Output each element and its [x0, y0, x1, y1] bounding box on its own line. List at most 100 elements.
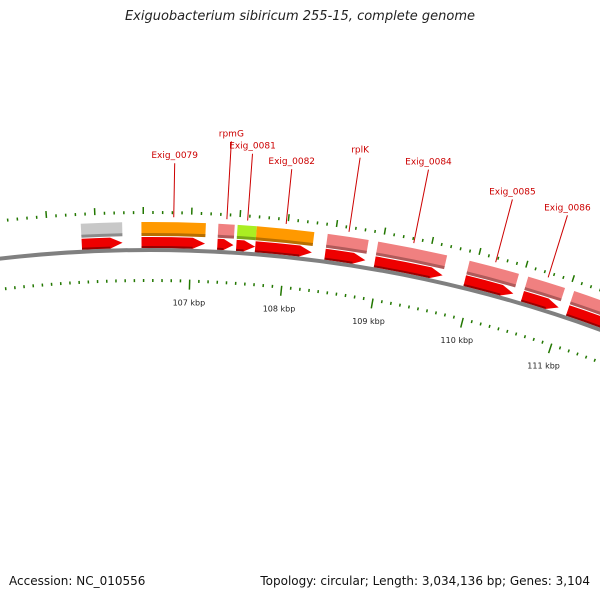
inner-tick	[425, 309, 429, 313]
inner-tick	[460, 317, 464, 328]
cds-shadow-3	[235, 248, 244, 252]
cds-arrow-8	[520, 290, 559, 309]
gene-label-8: Exig_0086	[544, 203, 591, 213]
cds-shadow-4	[254, 250, 300, 257]
inner-tick	[279, 285, 283, 296]
inner-tick	[370, 298, 374, 309]
outer-tick	[450, 244, 453, 249]
inner-tick	[506, 329, 509, 334]
cds-shadow-6	[373, 265, 430, 279]
outer-tick	[383, 227, 387, 235]
gene-labels: Exig_0079 rpmG Exig_0081 Exig_0082 rplK Exig_…	[151, 129, 591, 278]
gene-label-4: Exig_0082	[268, 157, 315, 167]
inner-tick	[547, 343, 553, 354]
inner-tick	[416, 307, 420, 311]
cds-arrow-1	[141, 236, 206, 249]
inner-tick	[470, 319, 473, 324]
outer-tick	[421, 238, 424, 243]
gene-edge-6	[375, 252, 445, 270]
inner-tick	[452, 315, 455, 319]
outer-tick	[412, 236, 415, 241]
gene-edge-2	[217, 234, 235, 239]
inner-tick	[380, 300, 383, 304]
inner-tick	[497, 327, 500, 331]
outer-tick	[431, 236, 435, 245]
gene-edge-4	[255, 237, 314, 247]
cds-arrow-2	[217, 238, 234, 251]
inner-tick	[567, 349, 570, 353]
outer-tick	[525, 260, 529, 268]
gene-edge-5	[325, 244, 367, 254]
leader-line-3	[247, 153, 253, 221]
outer-tick	[589, 285, 593, 289]
leader-line-4	[285, 169, 293, 224]
inner-tick	[362, 296, 365, 301]
outer-tick	[478, 247, 482, 256]
cds-track	[81, 236, 600, 328]
cds-shadow-9	[565, 313, 600, 328]
outer-tick	[543, 269, 547, 274]
outer-tick	[487, 254, 490, 258]
outer-tick	[497, 256, 500, 260]
gene-block-7	[466, 260, 519, 286]
gene-edge-3	[236, 235, 256, 241]
cds-arrow-7	[463, 275, 514, 296]
inner-tick	[407, 305, 410, 309]
outer-tick-track	[6, 207, 600, 292]
genome-backbone	[0, 248, 600, 332]
inner-tick	[398, 303, 401, 307]
outer-tick	[45, 210, 48, 219]
topology-text: Topology: circular; Length: 3,034,136 bp…	[260, 574, 590, 588]
axis-label-4: 111 kbp	[527, 361, 560, 370]
gene-label-6: Exig_0084	[405, 158, 452, 168]
inner-tick	[434, 311, 438, 315]
gene-block-9	[570, 291, 600, 313]
outer-tick	[287, 214, 290, 222]
gene-edge-1	[141, 232, 206, 238]
gene-block-1	[141, 222, 206, 236]
leader-line-1	[173, 163, 176, 218]
inner-tick	[576, 352, 579, 356]
map-title: Exiguobacterium sibiricum 255-15, comple…	[124, 9, 476, 24]
inner-tick	[523, 335, 527, 339]
gene-block-5	[326, 233, 369, 252]
cds-shadow-2	[217, 247, 224, 251]
cds-shadow-7	[463, 284, 501, 296]
gene-label-5: rplK	[351, 146, 370, 156]
cds-shadow-5	[324, 257, 353, 264]
outer-tick	[534, 267, 537, 271]
leader-line-5	[348, 157, 361, 232]
outer-tick	[571, 275, 576, 283]
cds-arrow-9	[565, 305, 600, 328]
outer-tick	[402, 234, 405, 239]
gene-block-3	[236, 224, 257, 239]
gene-label-7: Exig_0085	[489, 187, 536, 197]
outer-tick	[552, 272, 556, 277]
inner-tick	[584, 355, 588, 359]
inner-tick	[532, 337, 535, 342]
leader-line-2	[226, 141, 232, 220]
gene-block-4	[255, 226, 315, 245]
axis-label-2: 109 kbp	[352, 317, 385, 326]
outer-tick	[459, 247, 462, 251]
inner-tick	[541, 340, 544, 344]
inner-tick	[593, 358, 596, 362]
cds-arrow-3	[235, 239, 256, 252]
axis-label-0: 107 kbp	[173, 299, 206, 308]
inner-tick	[488, 324, 491, 329]
outer-tick	[393, 233, 396, 237]
outer-tick	[440, 242, 443, 247]
gene-block-6	[376, 241, 448, 268]
cds-shadow-8	[520, 299, 546, 309]
cds-arrow-6	[373, 256, 443, 279]
gene-label-1: Exig_0079	[151, 151, 198, 161]
cds-shadow-0	[81, 246, 111, 250]
gene-block-2	[217, 223, 235, 237]
outer-tick	[374, 229, 377, 234]
inner-tick	[479, 322, 482, 326]
leader-line-7	[495, 199, 513, 263]
leader-line-6	[413, 169, 429, 244]
gene-edge-0	[81, 233, 123, 238]
